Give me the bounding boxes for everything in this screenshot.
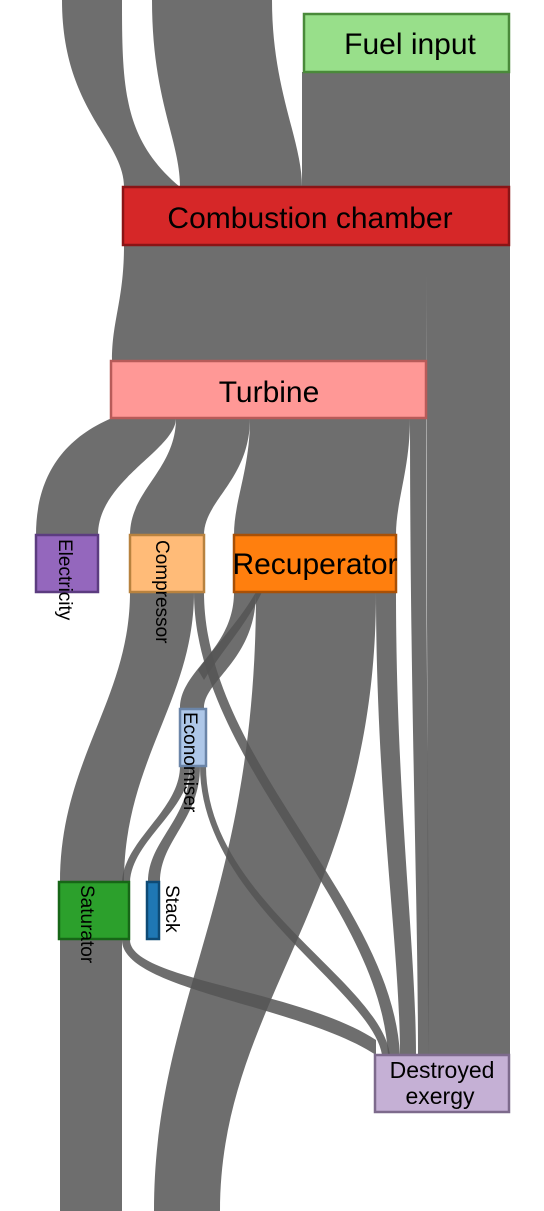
flow-turbine-to-compressor — [130, 418, 250, 535]
flow-recuperator-cross — [198, 592, 262, 680]
flow-turbine-to-destroyed — [410, 418, 429, 1055]
node-stack: Stack — [145, 880, 182, 941]
flow-inlet-a-to-combustion — [62, 0, 180, 187]
flow-fuel-to-destroyed — [438, 72, 510, 1055]
flow-combustion-to-turbine — [112, 245, 426, 360]
turbine-label: Turbine — [219, 376, 320, 409]
destroyed-exergy-label-line1: Destroyed — [390, 1057, 495, 1083]
node-combustion-chamber: Combustion chamber — [121, 185, 511, 247]
stack-box — [145, 880, 161, 941]
flow-economiser-to-saturator — [122, 766, 190, 882]
flow-economiser-to-stack — [148, 766, 200, 882]
flow-saturator-to-destroyed — [122, 940, 376, 1055]
fuel-input-box — [302, 12, 511, 74]
saturator-box — [57, 880, 131, 941]
node-saturator: Saturator — [57, 880, 131, 964]
stack-label: Stack — [161, 885, 182, 933]
economiser-box — [178, 707, 208, 768]
recuperator-box — [232, 533, 398, 594]
flow-inlet-b-to-combustion — [152, 0, 302, 187]
compressor-label: Compressor — [151, 540, 172, 644]
flow-fuel-to-combustion — [302, 72, 438, 187]
flow-economiser-to-destroyed — [200, 766, 390, 1055]
turbine-box — [109, 359, 428, 420]
nodes-layer: Fuel input Combustion chamber Turbine El… — [34, 12, 511, 1114]
flow-saturator-to-output — [60, 940, 122, 1211]
node-compressor: Compressor — [128, 533, 206, 644]
node-electricity: Electricity — [34, 533, 100, 621]
saturator-label: Saturator — [76, 885, 97, 964]
flow-turbine-to-electricity — [36, 418, 176, 535]
compressor-box — [128, 533, 206, 594]
destroyed-exergy-label-line2: exergy — [405, 1083, 475, 1109]
economiser-label: Economiser — [179, 712, 200, 813]
flow-combustion-to-destroyed — [426, 245, 438, 1055]
node-recuperator: Recuperator — [232, 533, 398, 594]
combustion-chamber-box — [121, 185, 511, 247]
flow-compressor-to-saturator — [60, 592, 194, 882]
combustion-chamber-label: Combustion chamber — [167, 202, 452, 235]
recuperator-label: Recuperator — [232, 548, 397, 581]
node-turbine: Turbine — [109, 359, 428, 420]
flows-layer — [36, 0, 510, 1211]
fuel-input-label: Fuel input — [344, 28, 476, 61]
node-destroyed-exergy: Destroyed exergy — [373, 1053, 511, 1114]
flow-turbine-to-recuperator — [234, 418, 410, 535]
flow-recuperator-to-destroyed — [376, 592, 416, 1055]
destroyed-exergy-box — [373, 1053, 511, 1114]
electricity-box — [34, 533, 100, 594]
node-economiser: Economiser — [178, 707, 208, 813]
node-fuel-input: Fuel input — [302, 12, 511, 74]
electricity-label: Electricity — [54, 539, 75, 621]
